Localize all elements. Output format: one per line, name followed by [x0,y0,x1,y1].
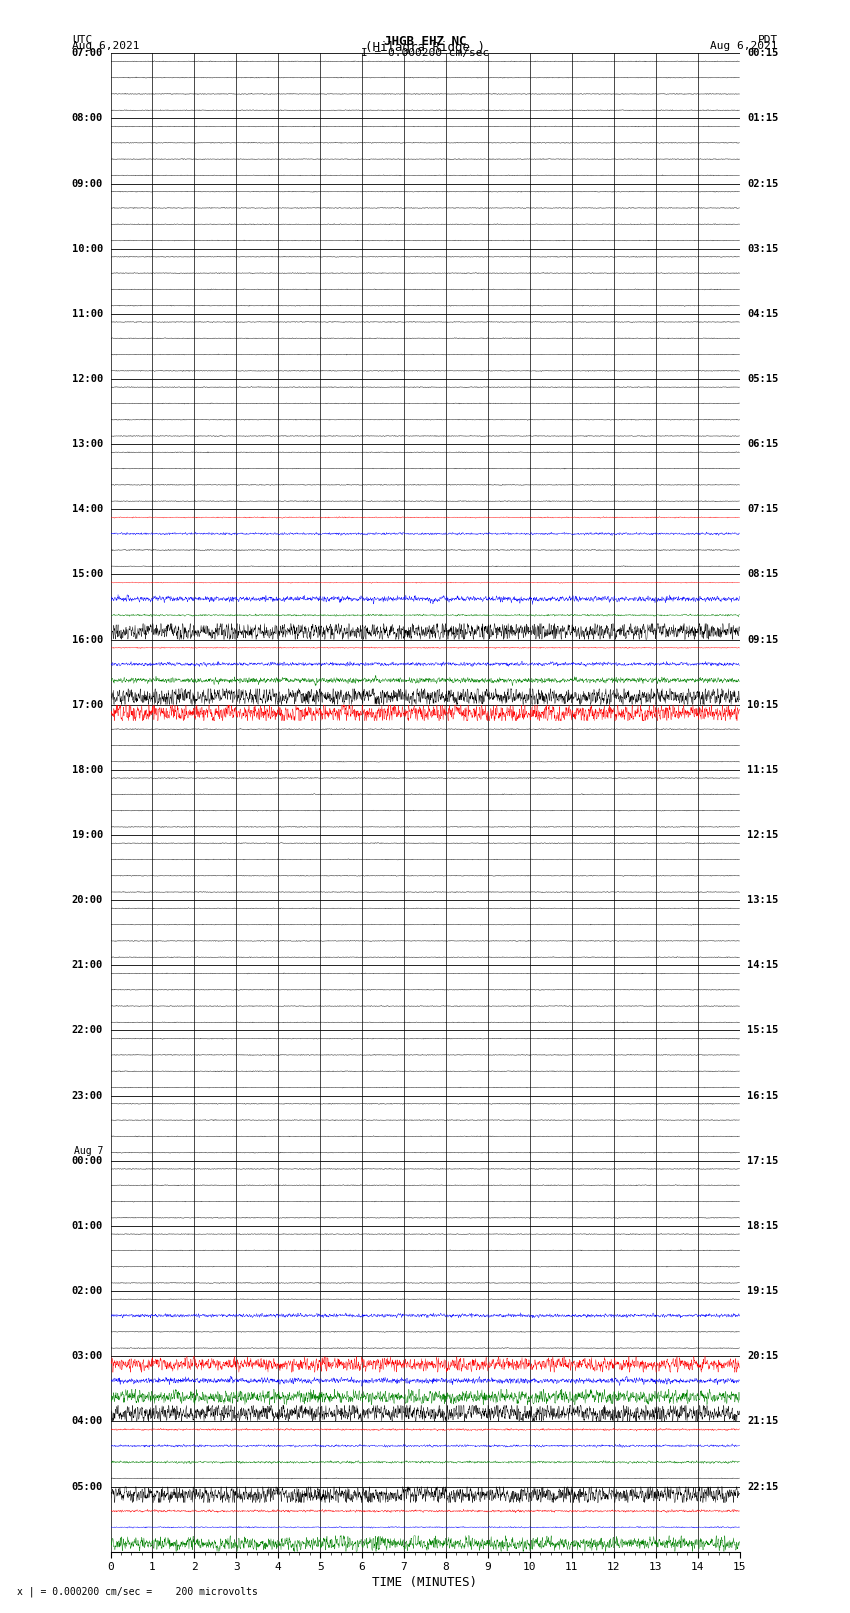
Text: 11:15: 11:15 [747,765,779,774]
Text: 22:00: 22:00 [71,1026,103,1036]
Text: 13:00: 13:00 [71,439,103,448]
Text: 00:00: 00:00 [71,1157,103,1166]
Text: 09:15: 09:15 [747,634,779,645]
Text: 09:00: 09:00 [71,179,103,189]
Text: 02:00: 02:00 [71,1286,103,1297]
Text: 04:15: 04:15 [747,308,779,319]
Text: 05:15: 05:15 [747,374,779,384]
Text: 00:15: 00:15 [747,48,779,58]
Text: 21:15: 21:15 [747,1416,779,1426]
Text: 16:15: 16:15 [747,1090,779,1100]
Text: 22:15: 22:15 [747,1482,779,1492]
Text: 04:00: 04:00 [71,1416,103,1426]
Text: 21:00: 21:00 [71,960,103,971]
Text: 06:15: 06:15 [747,439,779,448]
Text: 20:00: 20:00 [71,895,103,905]
Text: 08:15: 08:15 [747,569,779,579]
Text: 10:00: 10:00 [71,244,103,253]
Text: (Hilagra Ridge ): (Hilagra Ridge ) [365,40,485,55]
Text: 02:15: 02:15 [747,179,779,189]
Text: 18:15: 18:15 [747,1221,779,1231]
Text: 03:15: 03:15 [747,244,779,253]
Text: 10:15: 10:15 [747,700,779,710]
Text: JHGB EHZ NC: JHGB EHZ NC [383,35,467,48]
Text: 17:15: 17:15 [747,1157,779,1166]
Text: 19:15: 19:15 [747,1286,779,1297]
Text: 12:15: 12:15 [747,831,779,840]
Text: 11:00: 11:00 [71,308,103,319]
Text: 08:00: 08:00 [71,113,103,123]
Text: 23:00: 23:00 [71,1090,103,1100]
Text: 14:15: 14:15 [747,960,779,971]
Text: 01:15: 01:15 [747,113,779,123]
Text: 13:15: 13:15 [747,895,779,905]
Text: Aug 6,2021: Aug 6,2021 [711,40,778,52]
Text: 07:00: 07:00 [71,48,103,58]
Text: UTC: UTC [72,35,93,45]
Text: 19:00: 19:00 [71,831,103,840]
Text: 17:00: 17:00 [71,700,103,710]
Text: PDT: PDT [757,35,778,45]
Text: 20:15: 20:15 [747,1352,779,1361]
Text: Aug 6,2021: Aug 6,2021 [72,40,139,52]
Text: 15:00: 15:00 [71,569,103,579]
Text: Aug 7: Aug 7 [74,1145,103,1157]
Text: 01:00: 01:00 [71,1221,103,1231]
X-axis label: TIME (MINUTES): TIME (MINUTES) [372,1576,478,1589]
Text: 15:15: 15:15 [747,1026,779,1036]
Text: 16:00: 16:00 [71,634,103,645]
Text: 03:00: 03:00 [71,1352,103,1361]
Text: 14:00: 14:00 [71,505,103,515]
Text: I = 0.000200 cm/sec: I = 0.000200 cm/sec [361,47,489,58]
Text: 07:15: 07:15 [747,505,779,515]
Text: 12:00: 12:00 [71,374,103,384]
Text: 18:00: 18:00 [71,765,103,774]
Text: x | = 0.000200 cm/sec =    200 microvolts: x | = 0.000200 cm/sec = 200 microvolts [17,1586,258,1597]
Text: 05:00: 05:00 [71,1482,103,1492]
